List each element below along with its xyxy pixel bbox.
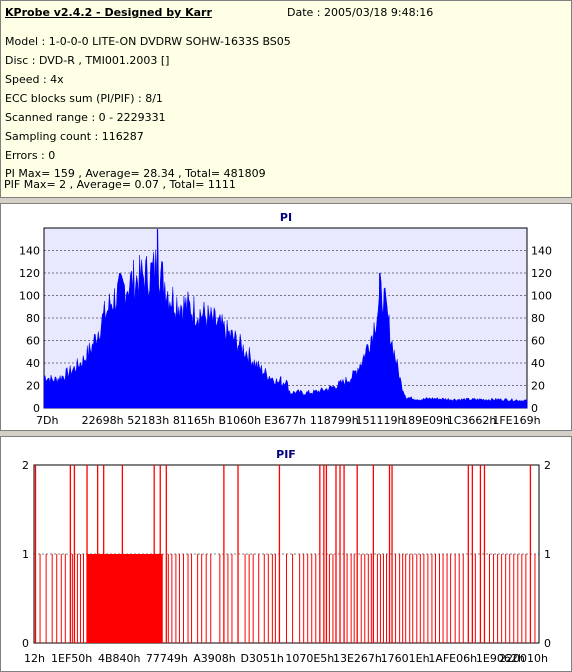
pif-chart-panel: PIF 0 0 1 1 2 2 12h 1EF50h 4B840h 77749h A3908h D30… [0,436,572,672]
pif-xtick-label: 17601Eh [381,652,430,665]
pif-chart-title: PIF [276,448,296,461]
scan-date: Date : 2005/03/18 9:48:16 [287,6,434,19]
pi-xtick-label: E3677h [264,414,306,427]
pi-xtick-label: 1C3662h [447,414,497,427]
pi-xtick-label: 52183h [127,414,169,427]
pi-xtick-label: 81165h [173,414,215,427]
pi-ytick-right: 100 [531,290,552,303]
pif-xtick-label: 220010h [499,652,548,665]
disc-line: Disc : DVD-R , TMI001.2003 [] [5,54,170,67]
pif-xtick-label: D3051h [240,652,283,665]
pi-xtick-label: 22698h [82,414,124,427]
pi-ytick-left: 0 [33,402,40,415]
pi-ytick-right: 80 [531,312,545,325]
pi-xtick-label: 189E09h [401,414,450,427]
pi-ytick-right: 0 [531,402,538,415]
ecc-line: ECC blocks sum (PI/PIF) : 8/1 [5,92,163,105]
pif-xtick-label: A3908h [193,652,236,665]
pif-ytick-left: 1 [22,548,29,561]
pif-dense-bars [87,554,163,643]
pi-ytick-left: 120 [19,267,40,280]
pif-xtick-label: 1070E5h [285,652,334,665]
pif-xtick-label: 77749h [146,652,188,665]
sampling-line: Sampling count : 116287 [5,130,144,143]
pif-xtick-label: 1E9062h [476,652,525,665]
pif-xtick-label: 12h [24,652,45,665]
pi-ytick-right: 20 [531,380,545,393]
pi-xtick-label: B1060h [219,414,262,427]
pi-chart: 0 0 20 20 40 40 60 60 80 80 100 100 120 120 140 140 7Dh 2… [19,227,552,427]
app-title: KProbe v2.4.2 - Designed by Karr [5,6,212,19]
range-line: Scanned range : 0 - 2229331 [5,111,166,124]
pi-xtick-label: 1FE169h [492,414,540,427]
pif-ytick-right: 1 [544,548,551,561]
pi-chart-title: PI [279,211,293,224]
pif-summary-line: PIF Max= 2 , Average= 0.07 , Total= 1111 [4,178,236,191]
pi-chart-panel: PI 0 0 20 20 40 40 60 60 80 80 100 100 120 120 140 140 7… [0,203,572,431]
pi-ytick-left: 40 [26,357,40,370]
model-line: Model : 1-0-0-0 LITE-ON DVDRW SOHW-1633S… [5,35,291,48]
pif-xtick-label: 1EF50h [51,652,92,665]
pif-ytick-left: 2 [22,459,29,472]
pi-ytick-right: 140 [531,245,552,258]
pi-series-area [43,229,528,409]
pif-xtick-label: 13E267h [333,652,382,665]
pi-summary-line: PI Max= 159 , Average= 28.34 , Total= 48… [5,167,266,180]
info-panel: KProbe v2.4.2 - Designed by Karr Date : … [0,0,572,198]
pi-ytick-right: 120 [531,267,552,280]
speed-line: Speed : 4x [5,73,64,86]
pi-ytick-right: 40 [531,357,545,370]
pi-ytick-right: 60 [531,335,545,348]
pi-ytick-left: 100 [19,290,40,303]
pi-ytick-left: 60 [26,335,40,348]
pif-ytick-left: 0 [22,637,29,650]
pi-ytick-left: 20 [26,380,40,393]
errors-line: Errors : 0 [5,149,56,162]
pif-ytick-right: 2 [544,459,551,472]
pi-ytick-left: 140 [19,245,40,258]
pi-xtick-label: 118799h [310,414,359,427]
pi-ytick-left: 80 [26,312,40,325]
pi-xtick-label: 151119h [355,414,404,427]
pif-xtick-label: 1AFE06h [428,652,477,665]
pif-ytick-right: 0 [544,637,551,650]
pi-xtick-label: 7Dh [36,414,58,427]
pif-xtick-label: 4B840h [98,652,141,665]
